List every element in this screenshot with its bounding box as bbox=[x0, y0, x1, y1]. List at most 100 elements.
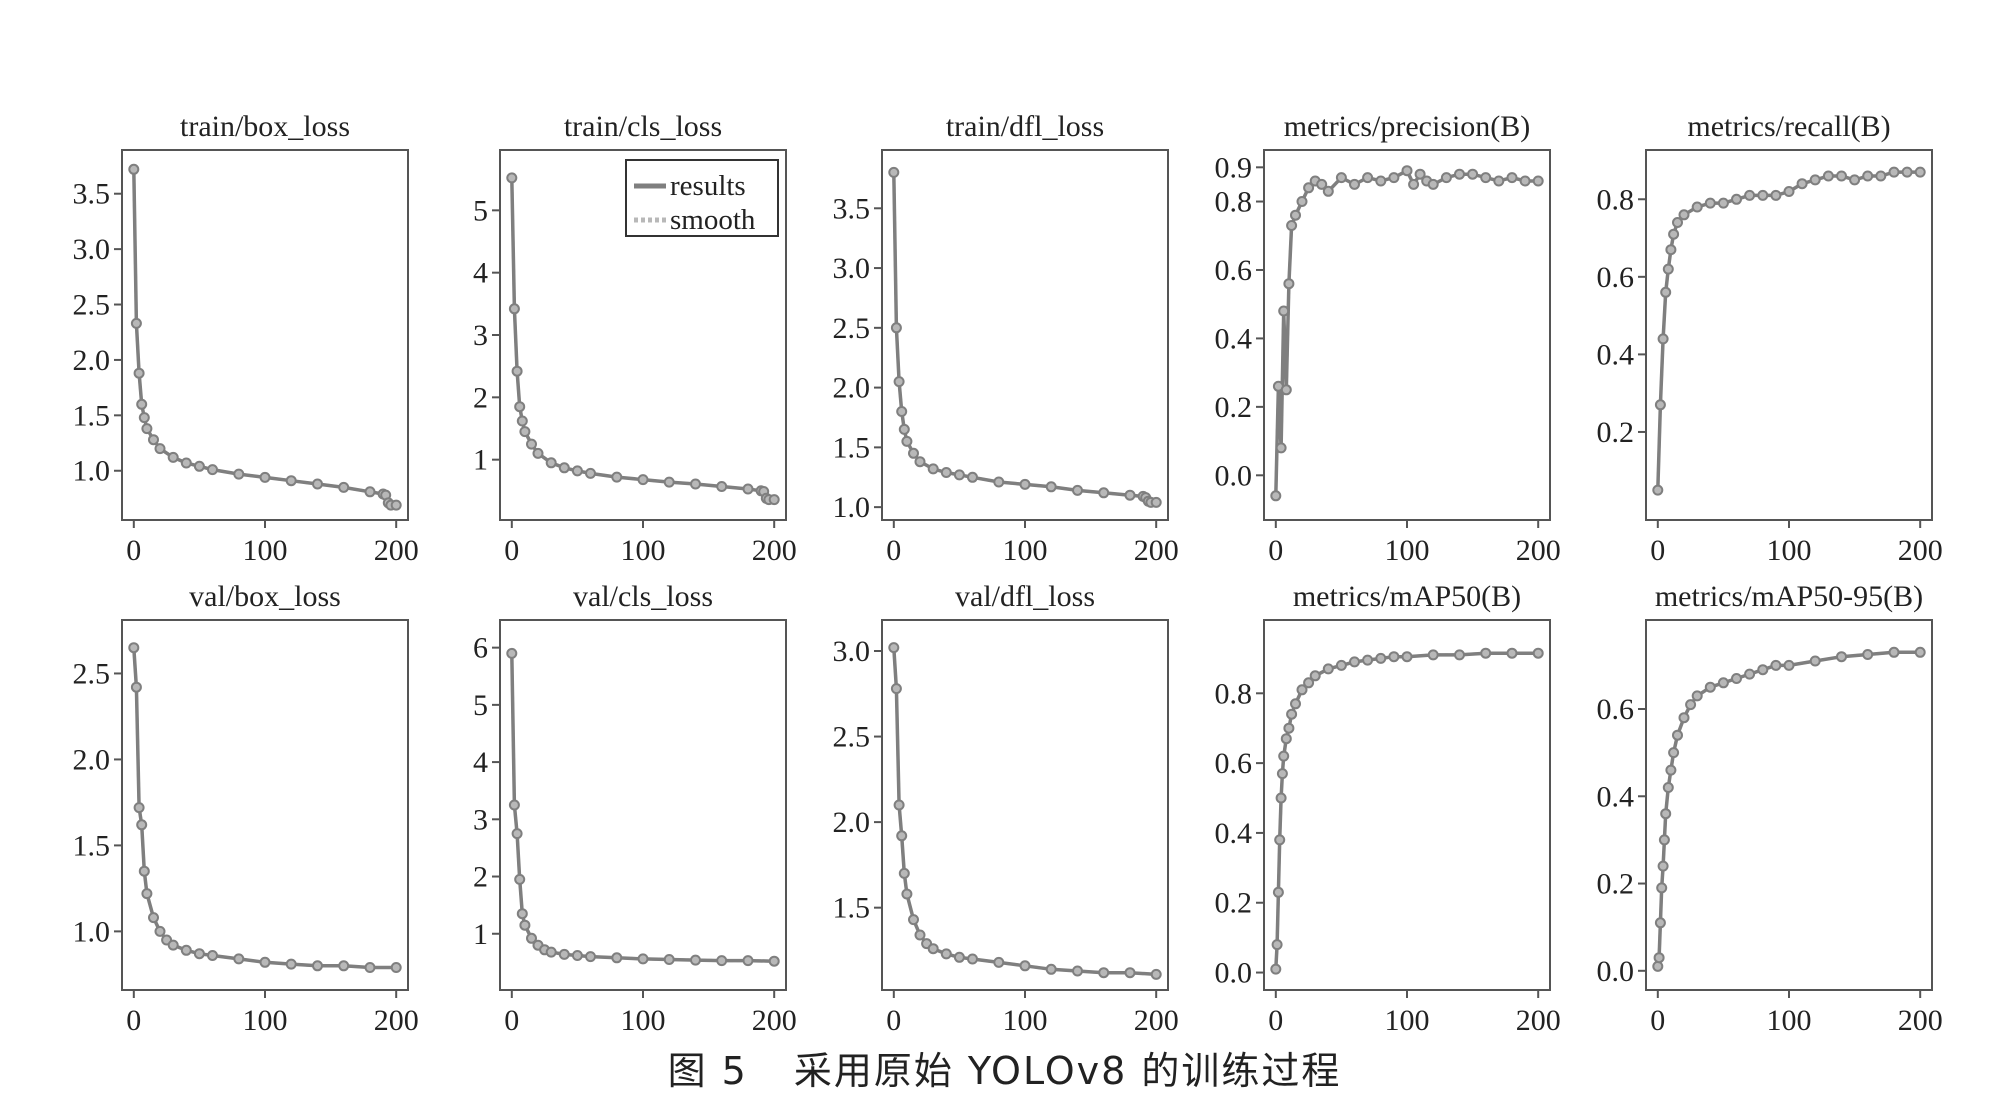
x-tick-label: 200 bbox=[1134, 534, 1179, 567]
data-point bbox=[1744, 668, 1756, 680]
data-point bbox=[611, 952, 623, 964]
data-point bbox=[1656, 882, 1668, 894]
y-tick-label: 1 bbox=[473, 918, 488, 951]
data-point bbox=[508, 799, 520, 811]
data-point bbox=[637, 953, 649, 965]
data-point bbox=[167, 939, 179, 951]
data-point bbox=[888, 642, 900, 654]
y-tick-label: 2.5 bbox=[73, 657, 111, 690]
data-point bbox=[1660, 808, 1672, 820]
y-tick-label: 2.0 bbox=[833, 372, 871, 405]
data-point bbox=[1901, 166, 1913, 178]
data-point bbox=[532, 447, 544, 459]
data-point bbox=[768, 955, 780, 967]
results-line bbox=[1656, 170, 1921, 491]
data-point bbox=[1283, 722, 1295, 734]
y-tick-label: 0.4 bbox=[1597, 780, 1635, 813]
data-point bbox=[1283, 278, 1295, 290]
data-point bbox=[1440, 172, 1452, 184]
data-point bbox=[898, 423, 910, 435]
data-point bbox=[1914, 646, 1926, 658]
data-point bbox=[1275, 442, 1287, 454]
chart-title: metrics/recall(B) bbox=[1687, 110, 1890, 143]
data-point bbox=[690, 954, 701, 966]
y-tick-label: 2.0 bbox=[73, 344, 111, 377]
data-point bbox=[1019, 478, 1031, 490]
data-point bbox=[1744, 189, 1756, 201]
data-point bbox=[1691, 690, 1703, 702]
data-point bbox=[1072, 965, 1083, 977]
data-point bbox=[571, 950, 583, 961]
data-point bbox=[1809, 174, 1821, 186]
data-point bbox=[136, 819, 148, 831]
data-point bbox=[1704, 197, 1716, 209]
data-point bbox=[1286, 708, 1298, 720]
data-point bbox=[519, 919, 531, 931]
data-point bbox=[898, 867, 910, 879]
data-point bbox=[940, 467, 952, 478]
x-tick-label: 200 bbox=[1898, 1004, 1943, 1037]
data-point bbox=[1278, 750, 1290, 762]
data-point bbox=[1414, 168, 1426, 180]
data-point bbox=[1276, 768, 1288, 780]
data-point bbox=[901, 888, 913, 900]
data-point bbox=[1098, 967, 1110, 979]
results-line bbox=[510, 653, 775, 963]
data-point bbox=[1704, 681, 1716, 693]
data-point bbox=[1280, 733, 1292, 745]
data-point bbox=[1678, 209, 1690, 221]
data-point bbox=[167, 451, 179, 463]
data-point bbox=[927, 463, 939, 475]
data-point bbox=[1862, 649, 1874, 660]
data-point bbox=[1362, 654, 1374, 666]
chart-panel-1: train/box_loss 0 100 200 1.0 1.5 2.0 2.5 3.0 3.5 bbox=[73, 110, 419, 567]
smooth-line bbox=[892, 647, 1157, 976]
data-point bbox=[207, 950, 218, 961]
data-point bbox=[1658, 834, 1670, 846]
data-point bbox=[259, 956, 271, 968]
y-tick-label: 1.0 bbox=[833, 491, 871, 524]
data-point bbox=[233, 468, 245, 480]
data-point bbox=[716, 481, 728, 492]
data-point bbox=[259, 471, 271, 483]
data-point bbox=[1678, 712, 1690, 724]
data-point bbox=[1660, 286, 1672, 298]
y-tick-label: 3.5 bbox=[73, 178, 111, 211]
x-tick-label: 100 bbox=[621, 534, 666, 567]
x-tick-label: 200 bbox=[752, 1004, 797, 1037]
data-point bbox=[364, 962, 376, 973]
data-point bbox=[1270, 490, 1282, 502]
y-tick-label: 0.0 bbox=[1215, 459, 1253, 492]
y-tick-label: 2 bbox=[473, 381, 488, 414]
data-point bbox=[901, 435, 913, 447]
data-point bbox=[1770, 659, 1782, 671]
data-point bbox=[1888, 166, 1900, 178]
data-point bbox=[148, 912, 159, 924]
data-point bbox=[1809, 655, 1821, 667]
results-line bbox=[132, 647, 397, 970]
data-point bbox=[1272, 886, 1284, 898]
data-point bbox=[508, 303, 520, 315]
data-point bbox=[1280, 384, 1292, 396]
data-point bbox=[1652, 960, 1664, 972]
data-point bbox=[890, 683, 902, 695]
data-point bbox=[558, 462, 570, 474]
chart-panel-5: metrics/recall(B) 0 100 200 0.2 0.4 0.6 0.8 bbox=[1597, 110, 1943, 567]
chart-title: metrics/mAP50(B) bbox=[1293, 580, 1521, 613]
x-tick-label: 100 bbox=[1385, 534, 1430, 567]
y-tick-label: 1.5 bbox=[73, 399, 111, 432]
data-point bbox=[908, 447, 919, 459]
data-point bbox=[1045, 963, 1057, 975]
y-tick-label: 0.0 bbox=[1215, 957, 1253, 990]
data-point bbox=[338, 481, 350, 493]
y-tick-label: 0.4 bbox=[1215, 322, 1253, 355]
data-point bbox=[993, 476, 1005, 488]
data-point bbox=[1150, 496, 1162, 508]
data-point bbox=[285, 475, 297, 487]
x-tick-label: 100 bbox=[243, 1004, 288, 1037]
figure-caption: 图 5 采用原始 YOLOv8 的训练过程 bbox=[0, 1040, 2009, 1095]
data-point bbox=[514, 873, 526, 885]
y-tick-label: 2 bbox=[473, 861, 488, 894]
data-point bbox=[1662, 782, 1674, 793]
data-point bbox=[1296, 684, 1308, 696]
